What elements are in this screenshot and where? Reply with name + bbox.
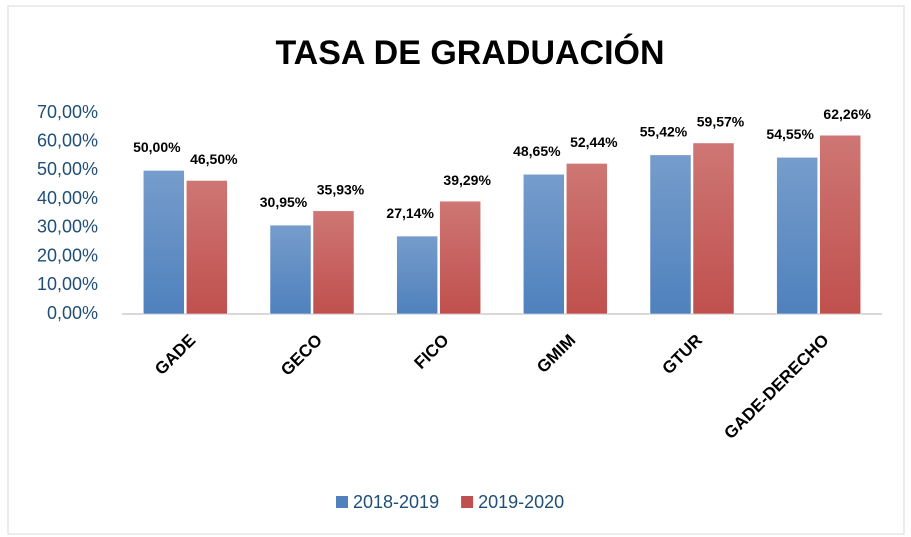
bar [143,170,185,315]
value-label: 48,65% [513,143,561,159]
bar [649,154,692,315]
legend-label: 2018-2019 [353,492,439,512]
chart-title: TASA DE GRADUACIÓN [275,34,664,72]
bar [396,235,438,315]
legend-swatch [461,496,474,508]
y-tick-label: 50,00% [37,159,98,179]
value-label: 30,95% [260,194,308,210]
legend-swatch [336,496,348,508]
legend-label: 2019-2020 [478,492,564,512]
y-tick-label: 60,00% [37,130,98,150]
y-tick-label: 10,00% [37,274,98,294]
bar [566,163,608,315]
value-label: 39,29% [443,172,491,188]
bar [523,174,565,315]
bar [312,210,355,315]
y-tick-label: 0,00% [47,303,98,323]
value-label: 55,42% [640,124,688,140]
value-label: 59,57% [697,114,745,130]
bar [692,142,735,315]
bar [439,200,481,315]
value-label: 62,26% [823,106,871,122]
bar [819,134,861,315]
value-label: 35,93% [317,182,365,198]
bar [776,157,818,315]
bar [186,180,228,315]
value-label: 52,44% [570,134,618,150]
y-tick-label: 30,00% [37,217,98,237]
y-tick-label: 40,00% [37,188,98,208]
value-label: 46,50% [190,151,238,167]
y-tick-label: 20,00% [37,245,98,265]
bar [269,224,312,315]
value-label: 27,14% [386,205,434,221]
y-tick-label: 70,00% [37,102,98,122]
value-label: 50,00% [133,139,181,155]
value-label: 54,55% [766,126,814,142]
